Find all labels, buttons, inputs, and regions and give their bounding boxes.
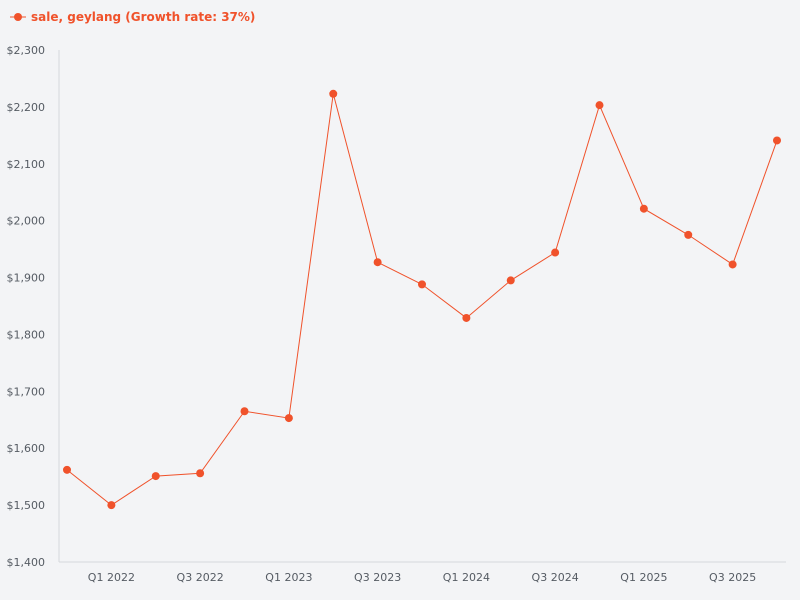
data-point[interactable] [684, 230, 693, 239]
y-axis-ticks: $1,400 $1,500 $1,600 $1,700 $1,800 $1,900 $2,0… [7, 44, 46, 569]
data-point[interactable] [773, 136, 781, 145]
x-axis-ticks: Q1 2022 Q3 2022 Q1 2023 Q3 2023 Q1 2024 Q3 20… [88, 571, 756, 584]
axes [58, 50, 786, 563]
x-tick-label: Q1 2025 [620, 571, 667, 584]
series-line [66, 93, 778, 506]
y-tick-label: $2,000 [7, 215, 46, 228]
data-point[interactable] [63, 465, 71, 474]
data-point[interactable] [728, 260, 737, 269]
data-point[interactable] [151, 472, 160, 481]
y-tick-label: $2,300 [7, 44, 46, 57]
y-tick-label: $2,100 [7, 158, 46, 171]
x-tick-label: Q1 2023 [265, 571, 312, 584]
data-point[interactable] [329, 89, 338, 98]
y-tick-label: $1,500 [7, 499, 46, 512]
x-tick-label: Q3 2023 [354, 571, 401, 584]
y-tick-label: $1,700 [7, 385, 46, 398]
data-point[interactable] [107, 501, 116, 510]
y-tick-label: $1,900 [7, 272, 46, 285]
x-tick-label: Q3 2025 [709, 571, 756, 584]
series-group [63, 89, 781, 510]
legend-label: sale, geylang (Growth rate: 37%) [31, 10, 255, 24]
x-tick-label: Q3 2024 [532, 571, 579, 584]
data-point[interactable] [418, 280, 426, 289]
data-point[interactable] [284, 414, 293, 423]
x-tick-label: Q1 2022 [88, 571, 135, 584]
y-tick-label: $1,400 [7, 556, 46, 569]
data-point[interactable] [595, 101, 604, 110]
data-point[interactable] [462, 313, 471, 322]
y-tick-label: $1,600 [7, 442, 46, 455]
data-point[interactable] [240, 407, 249, 416]
data-point[interactable] [196, 469, 205, 478]
data-point[interactable] [551, 248, 560, 257]
y-tick-label: $1,800 [7, 328, 46, 341]
x-tick-label: Q1 2024 [443, 571, 490, 584]
data-point[interactable] [639, 204, 648, 213]
y-tick-label: $2,200 [7, 101, 46, 114]
x-tick-label: Q3 2022 [177, 571, 224, 584]
legend[interactable]: sale, geylang (Growth rate: 37%) [10, 10, 255, 24]
data-point[interactable] [506, 276, 515, 285]
legend-dot-marker [14, 13, 22, 21]
data-point[interactable] [373, 258, 382, 267]
